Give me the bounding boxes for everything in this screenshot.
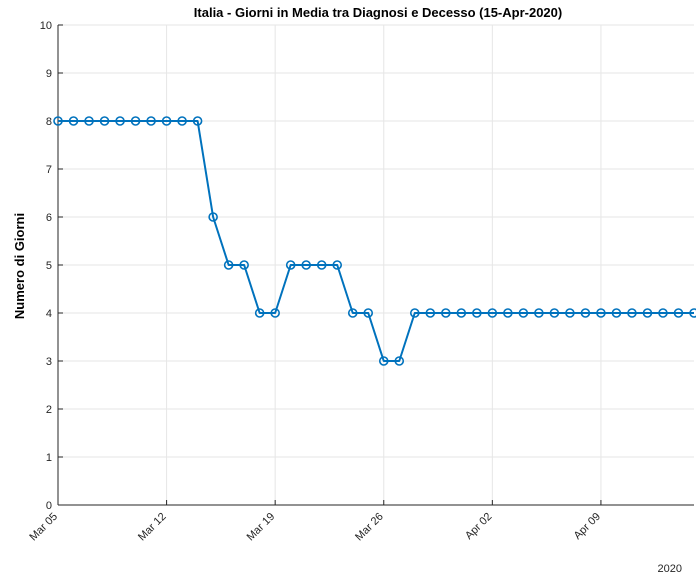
y-tick-label: 7 xyxy=(46,164,52,176)
x-tick-label: Mar 26 xyxy=(353,511,386,544)
y-tick-label: 8 xyxy=(46,116,52,128)
grid-lines xyxy=(58,25,694,505)
x-tick-label: Apr 02 xyxy=(463,511,494,542)
x-tick-label: Apr 09 xyxy=(572,511,603,542)
y-axis-label: Numero di Giorni xyxy=(12,213,27,319)
y-tick-label: 6 xyxy=(46,212,52,224)
y-tick-label: 2 xyxy=(46,404,52,416)
x-tick-label: Mar 05 xyxy=(27,511,60,544)
y-tick-label: 5 xyxy=(46,260,52,272)
chart-title: Italia - Giorni in Media tra Diagnosi e … xyxy=(194,5,562,20)
y-tick-label: 4 xyxy=(46,308,52,320)
y-tick-label: 1 xyxy=(46,452,52,464)
year-label: 2020 xyxy=(658,563,682,575)
y-tick-label: 10 xyxy=(40,20,52,32)
series-line xyxy=(58,121,694,361)
y-tick-label: 9 xyxy=(46,68,52,80)
x-tick-label: Mar 12 xyxy=(136,511,169,544)
data-series xyxy=(54,117,696,365)
y-tick-label: 3 xyxy=(46,356,52,368)
x-tick-label: Mar 19 xyxy=(245,511,278,544)
